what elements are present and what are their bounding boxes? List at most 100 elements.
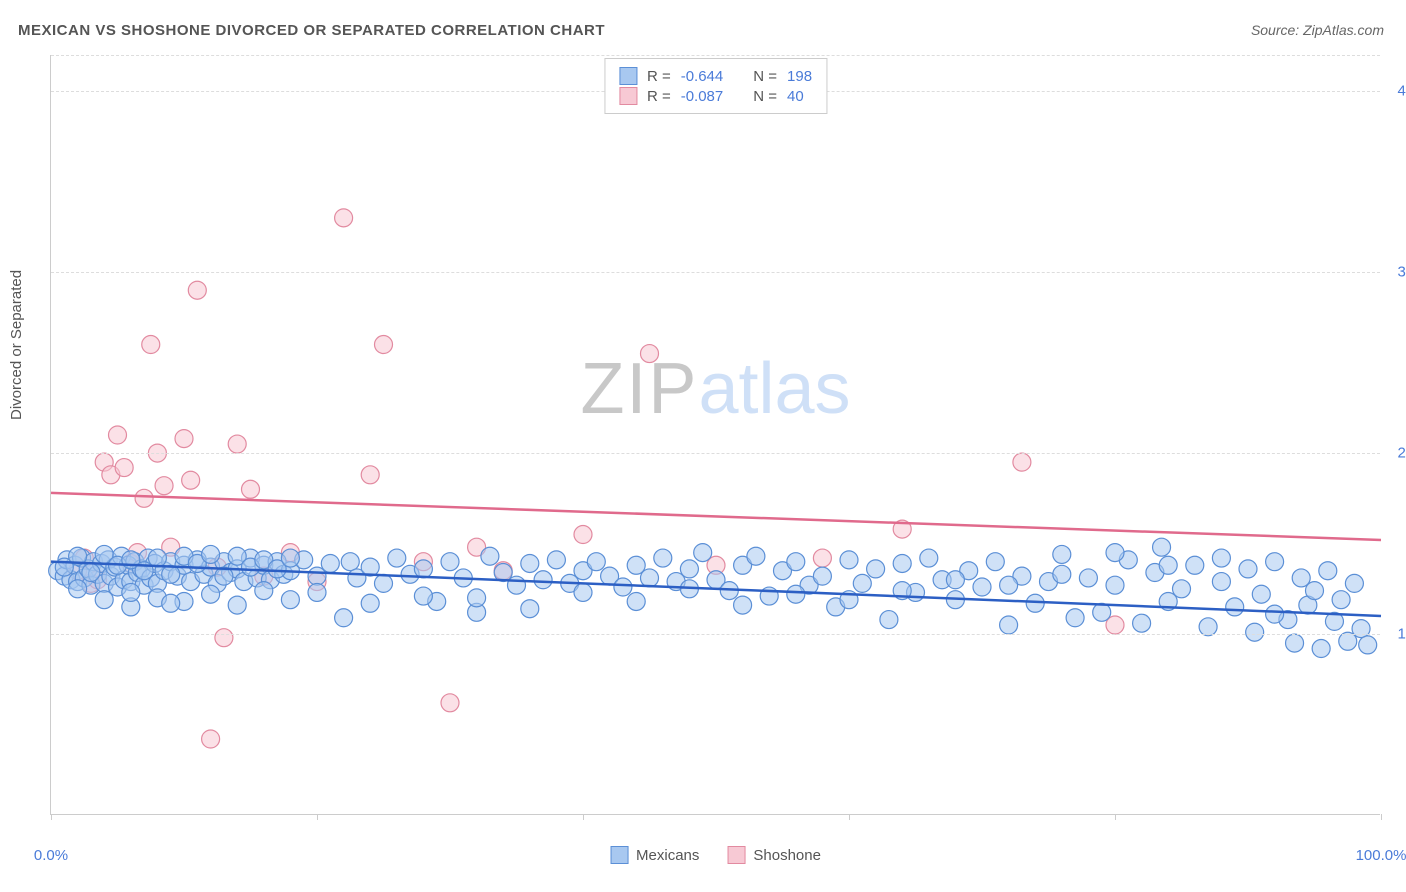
data-point	[109, 426, 127, 444]
x-tick	[317, 814, 318, 820]
x-tick-label: 100.0%	[1356, 847, 1406, 864]
data-point	[680, 560, 698, 578]
chart-title: MEXICAN VS SHOSHONE DIVORCED OR SEPARATE…	[18, 22, 605, 39]
legend-series-name: Mexicans	[636, 847, 699, 864]
y-tick-label: 40.0%	[1397, 83, 1406, 100]
data-point	[1053, 545, 1071, 563]
data-point	[281, 591, 299, 609]
data-point	[641, 569, 659, 587]
data-point	[654, 549, 672, 567]
data-point	[534, 571, 552, 589]
chart-area: ZIPatlas 10.0%20.0%30.0%40.0% 0.0%100.0%…	[50, 55, 1380, 815]
legend-swatch	[619, 67, 637, 85]
data-point	[468, 589, 486, 607]
data-point	[734, 596, 752, 614]
data-point	[242, 480, 260, 498]
legend-series: Mexicans Shoshone	[610, 846, 821, 864]
y-axis-label: Divorced or Separated	[8, 270, 25, 420]
legend-n-value: 40	[787, 88, 804, 105]
data-point	[215, 629, 233, 647]
y-tick-label: 20.0%	[1397, 445, 1406, 462]
data-point	[135, 489, 153, 507]
data-point	[1239, 560, 1257, 578]
data-point	[182, 471, 200, 489]
y-tick-label: 30.0%	[1397, 264, 1406, 281]
data-point	[986, 553, 1004, 571]
data-point	[547, 551, 565, 569]
legend-r-label: R =	[647, 88, 671, 105]
data-point	[521, 600, 539, 618]
legend-n-value: 198	[787, 68, 812, 85]
data-point	[1312, 640, 1330, 658]
legend-r-value: -0.644	[681, 68, 724, 85]
data-point	[574, 583, 592, 601]
data-point	[587, 553, 605, 571]
data-point	[441, 694, 459, 712]
legend-stats-row: R =-0.087N =40	[619, 87, 812, 105]
data-point	[1345, 574, 1363, 592]
data-point	[1332, 591, 1350, 609]
data-point	[95, 591, 113, 609]
data-point	[747, 547, 765, 565]
legend-r-label: R =	[647, 68, 671, 85]
data-point	[414, 587, 432, 605]
data-point	[1186, 556, 1204, 574]
data-point	[481, 547, 499, 565]
data-point	[155, 477, 173, 495]
data-point	[1066, 609, 1084, 627]
data-point	[228, 596, 246, 614]
data-point	[1000, 616, 1018, 634]
x-tick	[1115, 814, 1116, 820]
data-point	[614, 578, 632, 596]
data-point	[1079, 569, 1097, 587]
data-point	[1106, 544, 1124, 562]
data-point	[1252, 585, 1270, 603]
data-point	[1212, 573, 1230, 591]
scatter-plot-svg	[51, 55, 1380, 814]
data-point	[188, 281, 206, 299]
data-point	[335, 209, 353, 227]
legend-n-label: N =	[753, 68, 777, 85]
data-point	[1266, 553, 1284, 571]
grid-line	[51, 634, 1380, 635]
x-tick	[1381, 814, 1382, 820]
y-tick-label: 10.0%	[1397, 626, 1406, 643]
x-tick-label: 0.0%	[34, 847, 68, 864]
data-point	[148, 549, 166, 567]
legend-series-item: Mexicans	[610, 846, 699, 864]
data-point	[627, 592, 645, 610]
data-point	[361, 594, 379, 612]
data-point	[202, 545, 220, 563]
data-point	[1212, 549, 1230, 567]
data-point	[1133, 614, 1151, 632]
data-point	[1173, 580, 1191, 598]
data-point	[341, 553, 359, 571]
data-point	[1306, 582, 1324, 600]
data-point	[375, 336, 393, 354]
data-point	[122, 583, 140, 601]
data-point	[1000, 576, 1018, 594]
data-point	[1226, 598, 1244, 616]
data-point	[1286, 634, 1304, 652]
data-point	[69, 580, 87, 598]
data-point	[115, 459, 133, 477]
grid-line	[51, 55, 1380, 56]
data-point	[946, 571, 964, 589]
data-point	[893, 554, 911, 572]
data-point	[162, 594, 180, 612]
x-tick	[849, 814, 850, 820]
data-point	[1359, 636, 1377, 654]
data-point	[441, 553, 459, 571]
data-point	[1266, 605, 1284, 623]
legend-series-item: Shoshone	[727, 846, 821, 864]
data-point	[973, 578, 991, 596]
data-point	[574, 526, 592, 544]
data-point	[228, 435, 246, 453]
data-point	[255, 582, 273, 600]
data-point	[787, 553, 805, 571]
data-point	[1013, 453, 1031, 471]
legend-swatch	[727, 846, 745, 864]
data-point	[1053, 565, 1071, 583]
data-point	[281, 549, 299, 567]
data-point	[840, 551, 858, 569]
